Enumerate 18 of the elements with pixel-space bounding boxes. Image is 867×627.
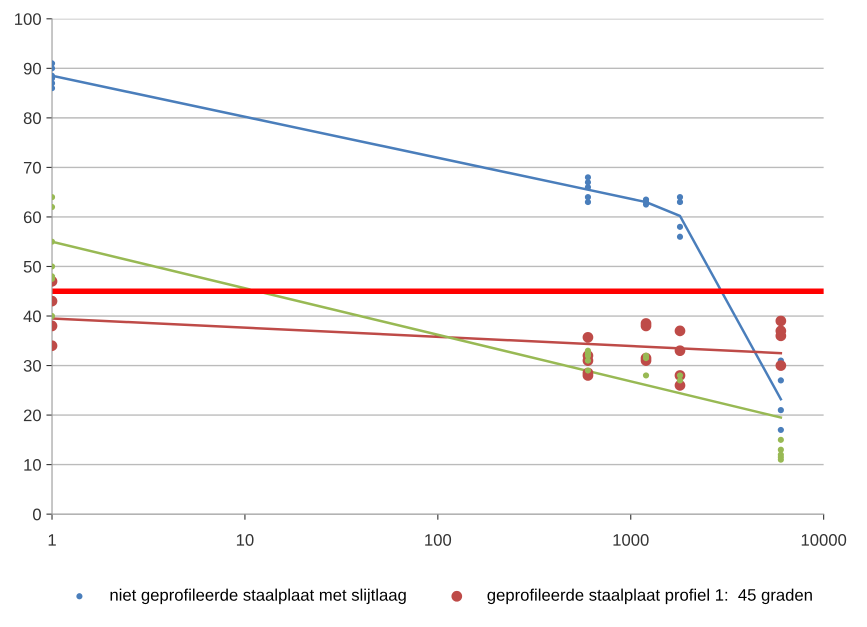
- x-tick-label: 100: [425, 534, 452, 546]
- y-tick-label: 10: [24, 459, 41, 471]
- y-tick-label: 40: [23, 310, 41, 322]
- legend-label: geprofileerde staalplaat profiel 1: 45 graden: [487, 588, 812, 604]
- y-tick-label: 80: [24, 112, 41, 124]
- legend-label: niet geprofileerde staalplaat met slijtlaag: [110, 588, 406, 604]
- y-tick-label: 90: [24, 62, 41, 75]
- x-tick-label: 1: [48, 534, 56, 546]
- y-tick-label: 100: [15, 13, 41, 26]
- y-tick-label: 20: [24, 409, 41, 422]
- y-tick-label: 30: [24, 360, 41, 372]
- x-tick-label: 1000: [613, 534, 649, 546]
- y-tick-label: 60: [24, 211, 41, 224]
- y-tick-label: 70: [24, 162, 41, 174]
- y-tick-label: 50: [24, 260, 41, 273]
- x-tick-label: 10: [236, 534, 254, 546]
- y-tick-label: 0: [32, 508, 41, 520]
- x-tick-label: 10000: [802, 534, 846, 546]
